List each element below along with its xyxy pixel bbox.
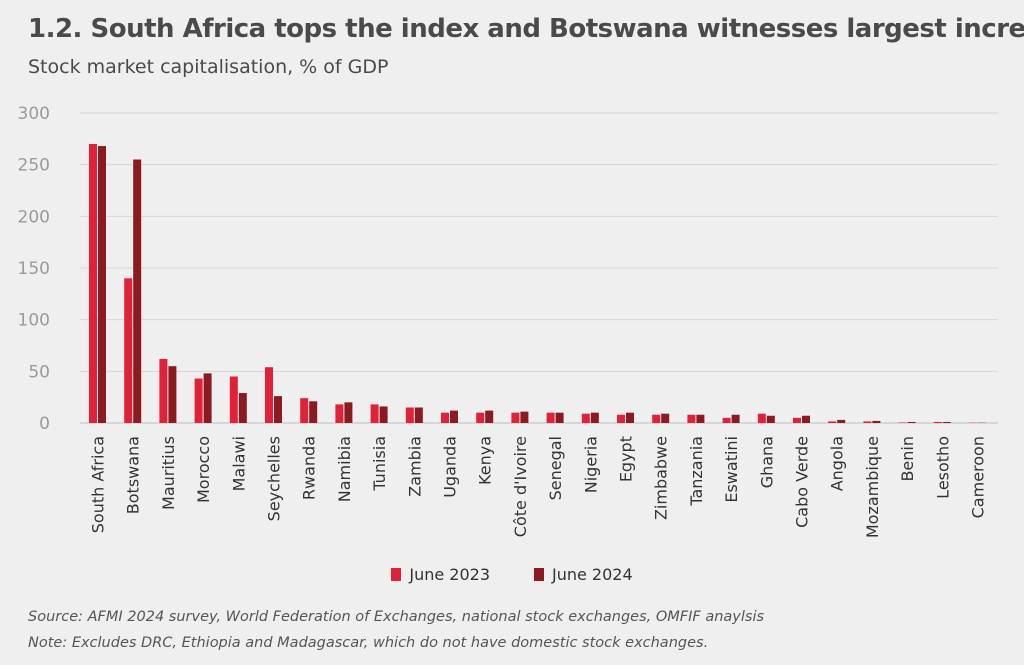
x-category-label: Egypt [617, 436, 636, 482]
bar-june-2024 [837, 419, 846, 423]
bar-june-2023 [265, 367, 273, 423]
bar-june-2024 [626, 412, 634, 423]
bar-june-2023 [229, 376, 238, 423]
x-category-label: Tanzania [687, 436, 706, 507]
x-category-label: Uganda [441, 436, 460, 498]
bar-june-2024 [907, 421, 916, 423]
bar-june-2023 [335, 404, 344, 423]
x-category-label: Cameroon [969, 436, 988, 518]
bar-june-2023 [898, 422, 907, 423]
bar-june-2023 [863, 421, 872, 423]
bar-june-2024 [414, 407, 423, 423]
legend-item-june-2023: June 2023 [391, 565, 490, 584]
bar-june-2023 [300, 398, 309, 423]
legend-swatch-june-2024 [534, 568, 544, 581]
bar-june-2024 [555, 412, 564, 423]
y-tick-label: 150 [18, 259, 50, 279]
legend-swatch-june-2023 [391, 568, 402, 581]
x-category-label: Benin [898, 436, 917, 482]
y-tick-label: 200 [18, 207, 50, 227]
x-category-label: Morocco [194, 436, 213, 503]
y-tick-label: 50 [28, 362, 50, 382]
bar-june-2023 [793, 417, 801, 423]
bar-june-2023 [828, 421, 837, 423]
y-tick-label: 100 [18, 311, 50, 331]
bar-june-2023 [546, 412, 555, 423]
bars [89, 144, 986, 424]
bar-june-2024 [450, 410, 458, 423]
bar-june-2024 [485, 410, 494, 423]
bar-june-2024 [309, 401, 318, 423]
bar-june-2023 [687, 414, 696, 423]
x-category-label: South Africa [89, 436, 108, 533]
x-category-label: Kenya [476, 436, 495, 485]
bar-june-2024 [520, 411, 529, 423]
x-category-label: Angola [828, 436, 847, 491]
y-tick-label: 250 [18, 156, 50, 176]
bar-june-2024 [274, 396, 282, 423]
bar-june-2024 [802, 415, 810, 423]
y-tick-label: 0 [39, 414, 50, 434]
x-category-label: Namibia [335, 436, 354, 502]
x-category-label: Cabo Verde [793, 436, 812, 528]
bar-june-2024 [942, 421, 951, 423]
bar-june-2024 [379, 406, 388, 423]
y-axis-ticks: 0 50 100 150 200 250 300 [18, 104, 50, 434]
bar-june-2024 [133, 159, 142, 423]
bar-june-2023 [194, 378, 203, 423]
x-category-label: Zimbabwe [652, 436, 671, 520]
x-category-label: Mauritius [159, 436, 178, 510]
bar-june-2023 [441, 412, 449, 423]
x-category-label: Nigeria [581, 436, 600, 493]
x-category-label: Eswatini [722, 436, 741, 503]
bar-june-2024 [590, 412, 599, 423]
bar-june-2023 [124, 278, 133, 423]
bar-june-2023 [933, 421, 942, 423]
bar-june-2024 [872, 420, 881, 423]
bar-june-2023 [159, 358, 168, 423]
x-category-label: Mozambique [863, 436, 882, 538]
bar-june-2024 [238, 393, 247, 423]
x-category-label: Côte d'Ivoire [511, 436, 530, 537]
x-axis-categories: South Africa Botswana Mauritius Morocco Mala… [89, 436, 988, 538]
x-category-label: Ghana [757, 436, 776, 488]
x-category-label: Rwanda [300, 436, 319, 500]
bar-june-2023 [757, 413, 766, 423]
bar-chart: 0 50 100 150 200 250 300 South Africa Botswana M… [18, 104, 998, 538]
exclusion-note: Note: Excludes DRC, Ethiopia and Madagas… [28, 635, 709, 651]
bar-june-2023 [370, 404, 379, 423]
bar-june-2024 [696, 414, 705, 423]
bar-june-2024 [344, 402, 353, 423]
x-category-label: Tunisia [370, 436, 389, 492]
legend-item-june-2024: June 2024 [534, 565, 633, 584]
bar-june-2023 [89, 144, 97, 423]
legend-label-june-2024: June 2024 [552, 565, 633, 584]
bar-june-2024 [731, 414, 740, 423]
bar-june-2023 [652, 414, 661, 423]
bar-june-2023 [722, 417, 731, 423]
x-category-label: Lesotho [933, 436, 952, 499]
bar-june-2023 [476, 412, 485, 423]
bar-june-2023 [511, 412, 520, 423]
x-category-label: Zambia [405, 436, 424, 497]
bar-june-2023 [581, 413, 590, 423]
bar-june-2024 [766, 415, 775, 423]
x-category-label: Malawi [229, 436, 248, 491]
source-note: Source: AFMI 2024 survey, World Federati… [28, 609, 765, 625]
bar-june-2023 [617, 414, 625, 423]
x-category-label: Seychelles [265, 436, 284, 521]
x-category-label: Botswana [124, 436, 143, 514]
bar-june-2024 [203, 373, 212, 423]
chart-subtitle: Stock market capitalisation, % of GDP [28, 56, 389, 78]
bar-june-2024 [98, 146, 106, 424]
x-category-label: Senegal [546, 436, 565, 500]
bar-june-2024 [168, 366, 177, 423]
bar-june-2023 [405, 407, 414, 423]
legend: June 2023 June 2024 [0, 565, 1024, 584]
grid-lines [80, 112, 998, 424]
y-tick-label: 300 [18, 104, 50, 124]
chart-title: 1.2. South Africa tops the index and Bot… [28, 14, 1024, 44]
bar-june-2024 [661, 413, 670, 423]
legend-label-june-2023: June 2023 [409, 565, 490, 584]
